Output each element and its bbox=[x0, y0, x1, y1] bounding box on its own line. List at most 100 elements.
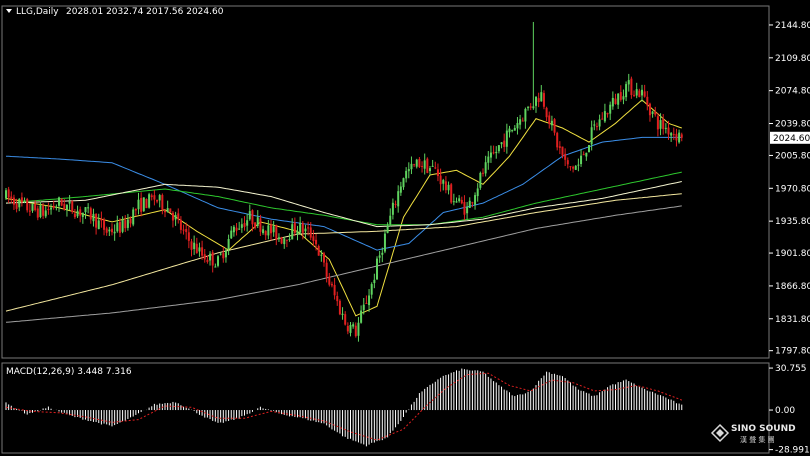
candle bbox=[153, 190, 156, 206]
candle bbox=[296, 225, 299, 241]
candle bbox=[111, 223, 113, 236]
candle bbox=[283, 236, 286, 249]
candle bbox=[174, 211, 177, 226]
candle bbox=[680, 132, 683, 142]
price-tick-label: 2109.80 bbox=[775, 54, 810, 64]
candle bbox=[230, 226, 233, 240]
candle bbox=[55, 204, 58, 211]
candle bbox=[5, 188, 7, 201]
candle bbox=[678, 129, 681, 144]
candle bbox=[574, 165, 577, 171]
candle bbox=[410, 156, 413, 175]
candle bbox=[442, 178, 445, 191]
signal-path bbox=[5, 372, 682, 441]
candle bbox=[346, 322, 349, 335]
candle bbox=[641, 84, 643, 102]
candle bbox=[487, 151, 490, 170]
candle bbox=[540, 85, 543, 102]
candle bbox=[73, 208, 76, 219]
candle bbox=[370, 282, 373, 299]
macd-tick-label: 0.00 bbox=[775, 406, 795, 416]
candle bbox=[349, 321, 352, 337]
candle bbox=[635, 82, 638, 99]
candle bbox=[537, 92, 540, 108]
candle bbox=[58, 196, 60, 212]
candle bbox=[235, 223, 238, 236]
price-panel[interactable] bbox=[1, 5, 770, 359]
candle bbox=[651, 110, 654, 118]
candle bbox=[447, 181, 450, 195]
candle bbox=[421, 161, 424, 173]
candle bbox=[553, 118, 556, 136]
price-tick-label: 1797.80 bbox=[775, 347, 810, 357]
candle bbox=[44, 205, 47, 219]
candle bbox=[500, 142, 503, 149]
candle bbox=[381, 247, 384, 263]
price-tick-label: 2039.80 bbox=[775, 120, 810, 130]
candle bbox=[391, 198, 394, 220]
candle bbox=[248, 204, 251, 221]
candle bbox=[513, 125, 516, 131]
candle bbox=[251, 209, 254, 232]
candle bbox=[368, 289, 371, 312]
candle bbox=[466, 202, 469, 220]
candle bbox=[224, 248, 227, 263]
candle bbox=[209, 251, 212, 266]
candle bbox=[211, 249, 214, 273]
candle bbox=[452, 193, 455, 206]
candle bbox=[505, 123, 508, 154]
candle bbox=[198, 242, 201, 257]
candle bbox=[434, 161, 437, 170]
moving-averages bbox=[5, 99, 682, 323]
candle bbox=[246, 213, 249, 232]
macd-panel[interactable] bbox=[1, 362, 770, 454]
logo-emblem-icon bbox=[710, 423, 730, 443]
candle bbox=[373, 273, 376, 289]
candle bbox=[214, 263, 217, 268]
candle bbox=[132, 207, 135, 227]
candle bbox=[195, 237, 198, 254]
candle bbox=[272, 220, 275, 237]
candle bbox=[548, 111, 551, 129]
candle bbox=[299, 216, 302, 235]
candle bbox=[166, 200, 169, 213]
dropdown-triangle-icon[interactable] bbox=[6, 9, 12, 13]
candle bbox=[307, 221, 310, 236]
candle bbox=[169, 208, 172, 213]
candle bbox=[95, 213, 98, 235]
logo-brand-text: SINO SOUND bbox=[731, 424, 796, 434]
candle bbox=[39, 201, 42, 219]
candle bbox=[262, 225, 265, 235]
price-tick-label: 2005.80 bbox=[775, 151, 810, 161]
candle bbox=[436, 163, 439, 182]
candle bbox=[126, 213, 129, 231]
candle bbox=[190, 238, 193, 257]
candle bbox=[460, 196, 463, 205]
candle bbox=[654, 106, 657, 117]
logo-subtitle-text: 漢 聲 集 團 bbox=[740, 435, 775, 444]
candle bbox=[129, 216, 132, 228]
candle bbox=[256, 210, 259, 229]
candle bbox=[328, 272, 331, 287]
candle bbox=[68, 194, 71, 211]
candle bbox=[267, 219, 270, 240]
candles bbox=[5, 21, 683, 342]
candle bbox=[633, 90, 636, 97]
candle bbox=[71, 200, 74, 214]
candle bbox=[585, 152, 588, 161]
candle bbox=[474, 192, 477, 210]
candle bbox=[580, 149, 583, 167]
candle bbox=[12, 194, 15, 210]
candle bbox=[564, 148, 567, 167]
candle bbox=[89, 206, 92, 224]
candle bbox=[521, 117, 524, 122]
candle bbox=[545, 106, 548, 122]
candle bbox=[675, 128, 678, 147]
candle bbox=[158, 193, 161, 208]
candle bbox=[495, 146, 498, 159]
candle bbox=[383, 229, 386, 254]
candle bbox=[84, 206, 87, 219]
candle bbox=[92, 208, 95, 227]
